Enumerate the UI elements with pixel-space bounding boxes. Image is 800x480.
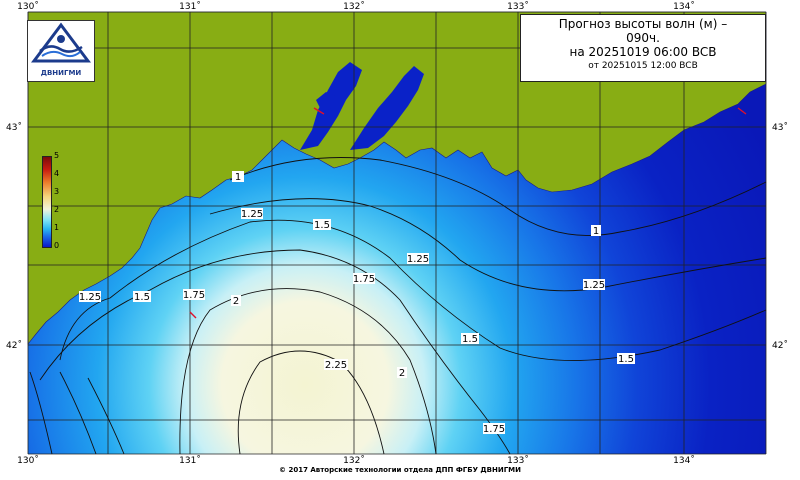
lon-label-bottom: 134˚ [673, 455, 695, 466]
logo-emblem-icon [31, 22, 91, 63]
axis-labels: 130˚ 131˚ 132˚ 133˚ 134˚ 130˚ 131˚ 132˚ … [6, 1, 788, 466]
colorbar-tick: 4 [54, 169, 60, 178]
copyright-footer: © 2017 Авторские технологии отдела ДПП Ф… [279, 466, 521, 474]
contour-outer-3 [87, 377, 125, 455]
station-markers [189, 107, 747, 319]
contour-label: 1.75 [183, 290, 205, 301]
title-line-1: Прогноз высоты волн (м) – [558, 17, 728, 31]
lon-label-top: 130˚ [17, 1, 39, 12]
contour-label: 1 [235, 172, 241, 183]
contour-outer-1 [29, 371, 53, 455]
contour-label: 1.5 [314, 220, 330, 231]
lon-label-top: 134˚ [673, 1, 695, 12]
title-line-2: 090ч. [626, 31, 660, 45]
contour-label: 1.5 [462, 334, 478, 345]
contour-1-25 [209, 198, 767, 292]
lat-label-left: 43˚ [6, 122, 22, 133]
contour-label: 2 [233, 296, 239, 307]
lat-label-right: 42˚ [772, 340, 788, 351]
lon-label-top: 131˚ [179, 1, 201, 12]
title-line-4: от 20251015 12:00 BCB [588, 61, 698, 71]
contour-label: 2 [399, 368, 405, 379]
logo-text: ДВНИГМИ [40, 69, 82, 77]
colorbar-tick: 5 [54, 151, 60, 160]
contour-1-75 [39, 249, 511, 455]
contour-label: 1.75 [353, 274, 375, 285]
contour-label: 1.75 [483, 424, 505, 435]
marker-icon [313, 107, 325, 115]
lon-label-top: 132˚ [343, 1, 365, 12]
bay-east [350, 66, 424, 150]
colorbar-legend [42, 156, 52, 248]
lon-label-bottom: 130˚ [17, 455, 39, 466]
contour-lines [29, 157, 767, 455]
forecast-title-box: Прогноз высоты волн (м) – 090ч. на 20251… [520, 14, 766, 82]
title-line-3: на 20251019 06:00 BCB [569, 45, 717, 59]
lon-label-top: 133˚ [507, 1, 529, 12]
contour-label: 1.5 [618, 354, 634, 365]
contour-label: 1.25 [407, 254, 429, 265]
contour-label-group: 1 1.25 1.5 1.75 2 2.25 1 1.25 1.5 1.75 2… [79, 171, 635, 435]
graticule [27, 11, 767, 455]
bay-inner [316, 92, 336, 112]
contour-outer-2 [59, 371, 97, 455]
lon-label-bottom: 132˚ [343, 455, 365, 466]
contour-2 [179, 288, 437, 455]
colorbar-tick: 3 [54, 187, 60, 196]
colorbar-tick: 1 [54, 223, 60, 232]
contour-label: 1.25 [79, 292, 101, 303]
dvnigmi-logo: ДВНИГМИ [27, 20, 95, 82]
contour-1 [229, 157, 767, 236]
contour-label: 1 [593, 226, 599, 237]
contour-label: 2.25 [325, 360, 347, 371]
colorbar-tick: 0 [54, 241, 60, 250]
marker-icon [189, 311, 197, 319]
lat-label-right: 43˚ [772, 122, 788, 133]
contour-1-5 [59, 219, 767, 361]
lon-label-bottom: 133˚ [507, 455, 529, 466]
lat-label-left: 42˚ [6, 340, 22, 351]
contour-label: 1.25 [583, 280, 605, 291]
contour-label: 1.5 [134, 292, 150, 303]
marker-icon [737, 107, 747, 115]
contour-label: 1.25 [241, 209, 263, 220]
colorbar-tick: 2 [54, 205, 60, 214]
lon-label-bottom: 131˚ [179, 455, 201, 466]
contour-2-25 [237, 350, 385, 455]
